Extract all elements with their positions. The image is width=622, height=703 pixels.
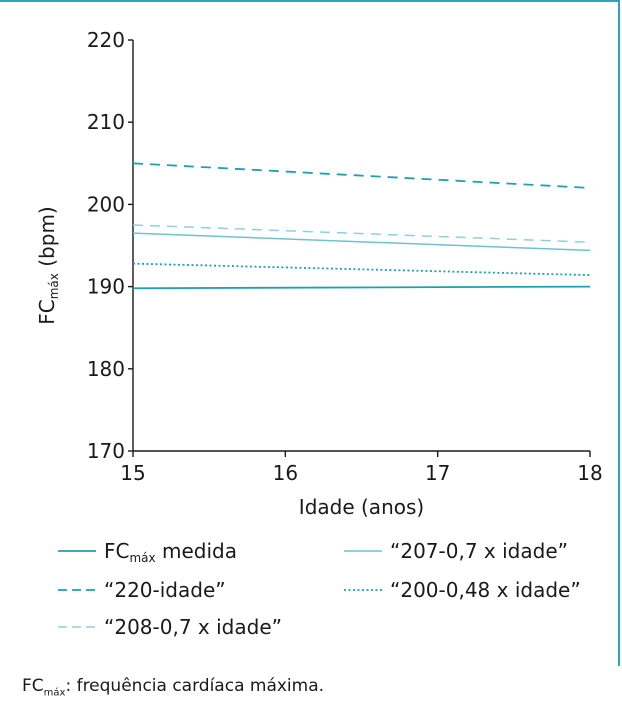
series-line-3	[132, 232, 591, 252]
series-lines	[132, 162, 591, 290]
x-tick-label: 16	[273, 461, 298, 485]
caption-sub: máx	[43, 687, 66, 699]
y-tick-label: 190	[87, 275, 125, 299]
series-line-1	[132, 162, 591, 189]
caption-main: FC	[22, 676, 44, 696]
y-tick-label: 210	[87, 110, 125, 134]
series-line-4	[132, 262, 591, 276]
y-tick-label: 220	[87, 28, 125, 52]
line-chart: 170 180 190 200 210 220 15 16 17 18 Idade (anos) FC…	[35, 28, 603, 639]
axes: 170 180 190 200 210 220 15 16 17 18 Idade (anos) FC…	[35, 28, 603, 519]
legend-label-2: “208-0,7 x idade”	[104, 615, 282, 639]
series-line-0	[132, 285, 591, 290]
x-tick-label: 17	[425, 461, 450, 485]
legend-label-0: FCmáx medida	[104, 539, 237, 565]
y-tick-label: 200	[87, 192, 125, 216]
x-axis-title: Idade (anos)	[299, 495, 424, 519]
x-tick-label: 15	[120, 461, 145, 485]
legend-label-3: “207-0,7 x idade”	[390, 539, 568, 563]
legend: FCmáx medida “220-idade” “208-0,7 x idade”…	[58, 539, 581, 639]
figure-frame	[0, 0, 620, 666]
caption-rest: : frequência cardíaca máxima.	[65, 676, 325, 696]
y-tick-label: 180	[87, 357, 125, 381]
y-tick-label: 170	[87, 439, 125, 463]
legend-label-1: “220-idade”	[104, 578, 226, 602]
y-axis-title: FCmáx (bpm)	[35, 206, 61, 324]
caption: FCmáx: frequência cardíaca máxima.	[22, 676, 324, 698]
series-line-2	[132, 224, 591, 243]
x-tick-label: 18	[577, 461, 602, 485]
legend-label-4: “200-0,48 x idade”	[390, 578, 581, 602]
